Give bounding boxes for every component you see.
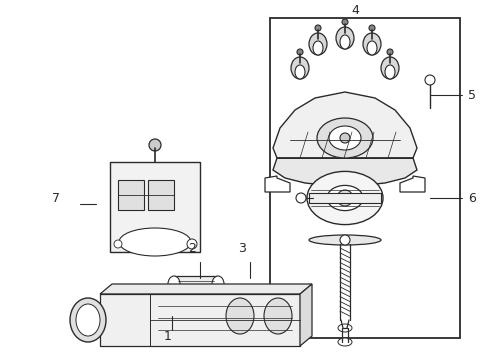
Ellipse shape	[338, 324, 352, 332]
Circle shape	[297, 49, 303, 55]
Ellipse shape	[363, 33, 381, 55]
Ellipse shape	[168, 276, 180, 292]
Text: 1: 1	[164, 329, 172, 342]
Polygon shape	[300, 284, 312, 346]
Ellipse shape	[76, 304, 100, 336]
Bar	[270, 18, 460, 338]
Ellipse shape	[329, 126, 361, 150]
Circle shape	[187, 239, 197, 249]
Circle shape	[342, 19, 348, 25]
Polygon shape	[400, 176, 425, 192]
Circle shape	[340, 133, 350, 143]
Bar	[100, 294, 300, 346]
Ellipse shape	[317, 118, 373, 158]
Text: 5: 5	[468, 89, 476, 102]
Polygon shape	[100, 284, 312, 294]
Text: 3: 3	[238, 242, 246, 255]
Text: 6: 6	[468, 192, 476, 204]
Circle shape	[337, 190, 353, 206]
Ellipse shape	[268, 289, 278, 303]
Ellipse shape	[307, 171, 383, 225]
Ellipse shape	[340, 35, 350, 49]
Text: 7: 7	[52, 192, 60, 204]
Ellipse shape	[338, 338, 352, 346]
Circle shape	[340, 235, 350, 245]
Ellipse shape	[295, 65, 305, 79]
Ellipse shape	[327, 185, 363, 211]
Ellipse shape	[70, 298, 106, 342]
Bar	[118, 180, 144, 210]
Ellipse shape	[313, 41, 323, 55]
Circle shape	[315, 25, 321, 31]
Bar	[110, 162, 200, 252]
Circle shape	[387, 49, 393, 55]
Ellipse shape	[367, 41, 377, 55]
Polygon shape	[273, 158, 417, 186]
Ellipse shape	[309, 235, 381, 245]
Bar	[223, 289, 273, 303]
Ellipse shape	[119, 228, 191, 256]
Ellipse shape	[309, 33, 327, 55]
Ellipse shape	[218, 289, 228, 303]
Ellipse shape	[381, 57, 399, 79]
Circle shape	[369, 25, 375, 31]
Circle shape	[114, 240, 122, 248]
Polygon shape	[265, 176, 290, 192]
Ellipse shape	[385, 65, 395, 79]
Ellipse shape	[264, 298, 292, 334]
Bar	[174, 276, 218, 292]
Ellipse shape	[212, 276, 224, 292]
Bar	[148, 180, 174, 210]
Circle shape	[296, 193, 306, 203]
Ellipse shape	[291, 57, 309, 79]
Circle shape	[149, 139, 161, 151]
Text: 4: 4	[351, 4, 359, 17]
Text: 2: 2	[188, 242, 196, 255]
Circle shape	[425, 75, 435, 85]
Polygon shape	[273, 92, 417, 158]
Bar	[309, 193, 381, 203]
Ellipse shape	[226, 298, 254, 334]
Ellipse shape	[336, 27, 354, 49]
